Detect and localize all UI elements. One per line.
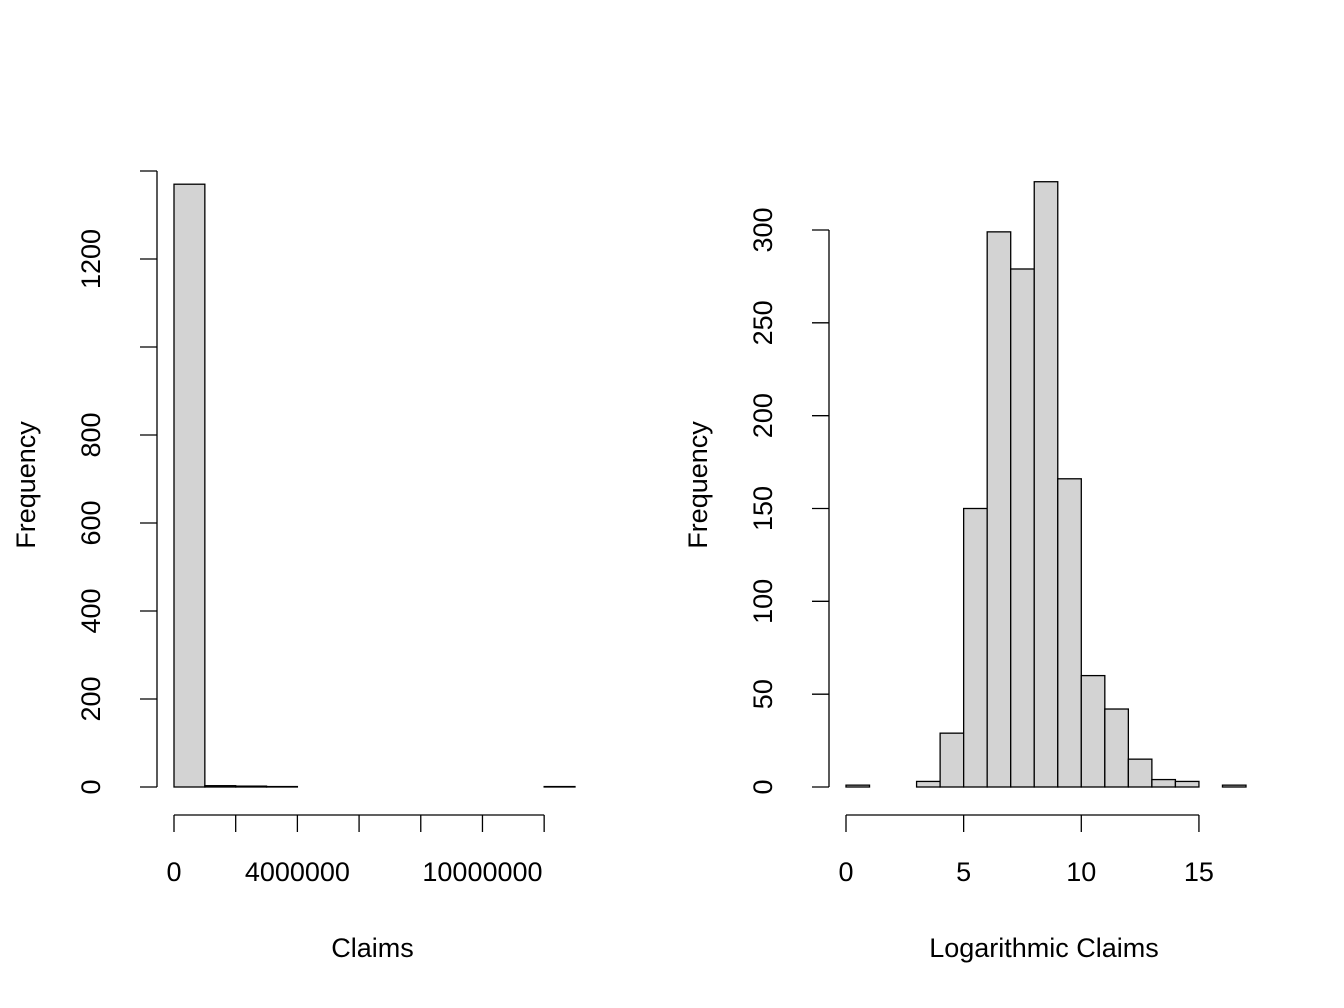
y-tick-label: 300: [748, 207, 778, 252]
bar: [204, 785, 237, 788]
y-tick-label: 400: [76, 588, 106, 633]
x-tick-label: 10: [1066, 857, 1096, 887]
y-tick-label: 50: [748, 679, 778, 709]
x-tick-label: 0: [166, 857, 181, 887]
y-tick-label: 600: [76, 500, 106, 545]
bar: [1033, 181, 1059, 788]
bar: [1010, 268, 1035, 788]
x-tick-label: 10000000: [422, 857, 542, 887]
bar: [986, 231, 1012, 788]
x-axis-label: Logarithmic Claims: [929, 933, 1159, 963]
y-tick-label: 800: [76, 412, 106, 457]
bar: [1127, 758, 1153, 788]
bar: [915, 780, 941, 788]
x-axis-label: Claims: [331, 933, 414, 963]
y-tick-label: 200: [76, 676, 106, 721]
bar: [173, 183, 206, 788]
bar: [1080, 674, 1106, 788]
y-tick-label: 0: [748, 779, 778, 794]
y-axis-label: Frequency: [11, 421, 41, 549]
x-tick-label: 0: [838, 857, 853, 887]
bar: [1151, 778, 1177, 788]
bar: [1057, 478, 1082, 788]
bar: [1104, 708, 1130, 788]
y-tick-label: 150: [748, 486, 778, 531]
y-tick-label: 100: [748, 579, 778, 624]
bar: [1221, 784, 1247, 788]
bar: [235, 785, 268, 788]
bar: [845, 784, 871, 788]
y-tick-label: 250: [748, 300, 778, 345]
x-tick-label: 4000000: [245, 857, 350, 887]
y-tick-label: 1200: [76, 229, 106, 289]
y-axis-label: Frequency: [683, 421, 713, 549]
y-tick-label: 0: [76, 779, 106, 794]
bar: [962, 507, 988, 788]
bar: [939, 732, 965, 788]
y-tick-label: 200: [748, 393, 778, 438]
x-tick-label: 5: [956, 857, 971, 887]
bar: [1174, 780, 1200, 788]
x-tick-label: 15: [1184, 857, 1214, 887]
